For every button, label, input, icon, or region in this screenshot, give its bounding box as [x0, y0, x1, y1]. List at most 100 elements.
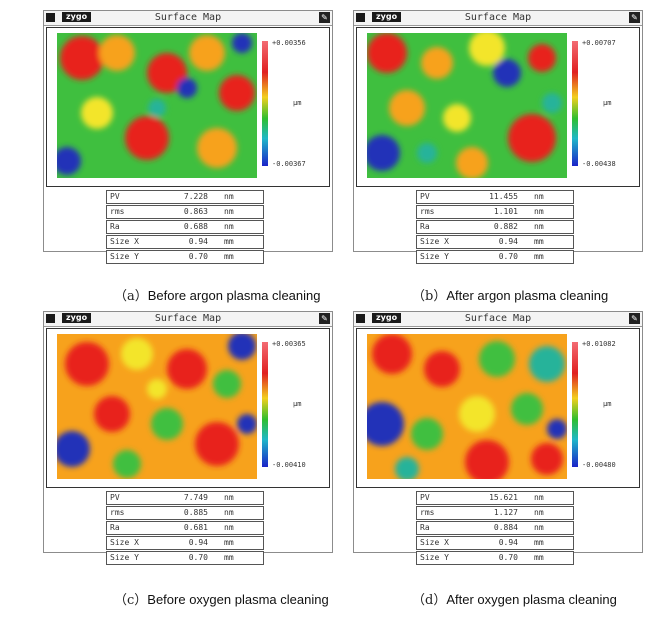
color-scale-bar — [572, 41, 578, 166]
statistics-table: PV 7.228 nm rms 0.863 nm Ra 0.688 nm Size X 0.9… — [106, 190, 264, 265]
stat-label: Size X — [420, 237, 449, 246]
zygo-logo: zygo — [62, 313, 92, 323]
tool-icon[interactable]: ✎ — [629, 313, 640, 324]
stat-row-size-y: Size Y 0.70 mm — [106, 250, 264, 264]
surface-map-window-a: zygo Surface Map ✎ +0.00356 — [43, 10, 333, 264]
stat-row-ra: Ra 0.681 nm — [106, 521, 264, 535]
stat-value: 0.882 — [493, 222, 518, 231]
stat-row-rms: rms 0.863 nm — [106, 205, 264, 219]
stat-label: Size Y — [420, 553, 449, 562]
scale-min-label: -0.00480 — [582, 461, 616, 469]
stat-value: 0.688 — [183, 222, 208, 231]
stat-label: Ra — [110, 222, 120, 231]
stat-row-pv: PV 15.621 nm — [416, 491, 574, 505]
stat-value: 7.749 — [183, 493, 208, 502]
stat-unit: mm — [534, 237, 544, 246]
stat-label: rms — [420, 508, 435, 517]
stat-unit: nm — [224, 222, 234, 231]
stat-value: 0.94 — [188, 538, 208, 547]
stat-label: PV — [420, 493, 430, 502]
stat-value: 7.228 — [183, 192, 208, 201]
scale-max-label: +0.01082 — [582, 340, 616, 348]
stat-label: Ra — [420, 523, 430, 532]
stat-row-size-y: Size Y 0.70 mm — [106, 551, 264, 565]
scale-unit-label: µm — [293, 400, 302, 408]
stat-unit: mm — [224, 553, 234, 562]
stat-label: rms — [110, 207, 125, 216]
stat-label: Size X — [110, 538, 139, 547]
scale-min-label: -0.00410 — [272, 461, 306, 469]
stat-value: 0.70 — [498, 252, 518, 261]
stat-value: 0.681 — [183, 523, 208, 532]
stat-row-size-x: Size X 0.94 mm — [416, 235, 574, 249]
surface-map-frame: +0.00707 µm -0.00438 — [356, 27, 640, 187]
stat-value: 0.94 — [498, 237, 518, 246]
scale-unit-label: µm — [603, 99, 612, 107]
stat-unit: nm — [534, 192, 544, 201]
caption-letter: （c） — [114, 593, 148, 608]
surface-map-window-c: zygo Surface Map ✎ +0.00365 — [43, 311, 333, 565]
stat-row-pv: PV 7.228 nm — [106, 190, 264, 204]
stat-unit: mm — [534, 252, 544, 261]
stat-unit: nm — [224, 493, 234, 502]
scale-unit-label: µm — [603, 400, 612, 408]
stat-label: Ra — [110, 523, 120, 532]
caption-d: （d）After oxygen plasma cleaning — [412, 589, 617, 608]
stat-value: 0.863 — [183, 207, 208, 216]
stat-unit: nm — [534, 222, 544, 231]
stat-unit: nm — [224, 523, 234, 532]
window-menu-button[interactable] — [46, 314, 55, 323]
stat-unit: nm — [534, 207, 544, 216]
stat-row-pv: PV 7.749 nm — [106, 491, 264, 505]
zygo-logo: zygo — [372, 313, 402, 323]
caption-c: （c）Before oxygen plasma cleaning — [114, 589, 329, 608]
stat-unit: nm — [224, 508, 234, 517]
stat-row-rms: rms 1.101 nm — [416, 205, 574, 219]
tool-icon[interactable]: ✎ — [629, 12, 640, 23]
tool-icon[interactable]: ✎ — [319, 12, 330, 23]
caption-text: Before argon plasma cleaning — [147, 288, 321, 303]
zygo-logo: zygo — [62, 12, 92, 22]
surface-map-image — [367, 334, 567, 479]
caption-a: （a）Before argon plasma cleaning — [114, 285, 321, 304]
stat-value: 0.884 — [493, 523, 518, 532]
window-menu-button[interactable] — [356, 13, 365, 22]
caption-b: （b）After argon plasma cleaning — [412, 285, 608, 304]
surface-map-frame: +0.00365 µm -0.00410 — [46, 328, 330, 488]
color-scale-bar — [262, 342, 268, 467]
stat-value: 0.94 — [188, 237, 208, 246]
stat-unit: mm — [224, 237, 234, 246]
stat-unit: mm — [224, 538, 234, 547]
stat-row-rms: rms 0.885 nm — [106, 506, 264, 520]
title-bar: zygo Surface Map ✎ — [44, 312, 332, 327]
caption-text: After oxygen plasma cleaning — [446, 592, 617, 607]
color-scale-bar — [572, 342, 578, 467]
scale-min-label: -0.00367 — [272, 160, 306, 168]
window-menu-button[interactable] — [356, 314, 365, 323]
stat-row-size-x: Size X 0.94 mm — [416, 536, 574, 550]
statistics-table: PV 11.455 nm rms 1.101 nm Ra 0.882 nm Size X 0.… — [416, 190, 574, 265]
stat-row-pv: PV 11.455 nm — [416, 190, 574, 204]
stat-label: rms — [420, 207, 435, 216]
stat-value: 0.885 — [183, 508, 208, 517]
window-menu-button[interactable] — [46, 13, 55, 22]
stat-row-ra: Ra 0.884 nm — [416, 521, 574, 535]
surface-map-frame: +0.01082 µm -0.00480 — [356, 328, 640, 488]
stat-row-size-x: Size X 0.94 mm — [106, 536, 264, 550]
scale-max-label: +0.00365 — [272, 340, 306, 348]
stat-value: 0.94 — [498, 538, 518, 547]
scale-max-label: +0.00356 — [272, 39, 306, 47]
stat-row-ra: Ra 0.688 nm — [106, 220, 264, 234]
tool-icon[interactable]: ✎ — [319, 313, 330, 324]
surface-map-window-d: zygo Surface Map ✎ +0.01082 — [353, 311, 643, 565]
window-title: Surface Map — [464, 12, 532, 23]
title-bar: zygo Surface Map ✎ — [44, 11, 332, 26]
stat-value: 1.101 — [493, 207, 518, 216]
stat-value: 0.70 — [498, 553, 518, 562]
stat-unit: mm — [534, 553, 544, 562]
stat-unit: nm — [224, 192, 234, 201]
statistics-table: PV 15.621 nm rms 1.127 nm Ra 0.884 nm Size X 0.… — [416, 491, 574, 566]
stat-value: 11.455 — [489, 192, 518, 201]
stat-value: 0.70 — [188, 553, 208, 562]
scale-unit-label: µm — [293, 99, 302, 107]
